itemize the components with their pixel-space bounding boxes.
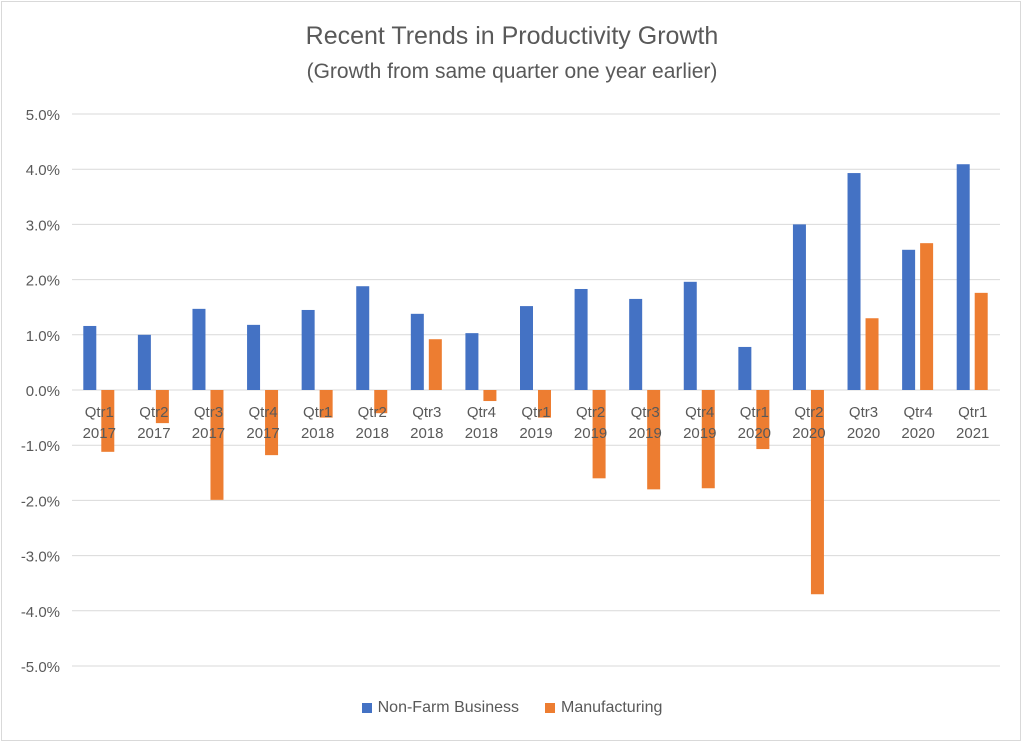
x-tick-label: 2020 <box>847 425 880 442</box>
y-tick-label: -2.0% <box>21 493 60 510</box>
legend: Non-Farm Business Manufacturing <box>0 699 1024 717</box>
y-tick-label: 0.0% <box>26 383 60 400</box>
x-tick-label: Qtr2 <box>576 404 605 421</box>
bar-nonfarm <box>247 324 261 390</box>
x-tick-label: 2017 <box>83 425 116 442</box>
x-tick-label: Qtr4 <box>685 404 714 421</box>
bar-nonfarm <box>137 334 151 390</box>
bar-manufacturing <box>155 390 169 424</box>
y-tick-label: -4.0% <box>21 604 60 621</box>
legend-label-nonfarm: Non-Farm Business <box>377 699 519 716</box>
bar-nonfarm <box>683 281 697 390</box>
y-tick-label: -5.0% <box>21 659 60 676</box>
x-tick-label: Qtr3 <box>849 404 878 421</box>
x-tick-label: 2019 <box>683 425 716 442</box>
x-tick-label: Qtr2 <box>794 404 823 421</box>
chart-title: Recent Trends in Productivity Growth <box>305 22 719 50</box>
y-tick-label: 1.0% <box>26 328 60 345</box>
x-tick-label: Qtr3 <box>194 404 223 421</box>
legend-label-manufacturing: Manufacturing <box>560 699 663 716</box>
bar-nonfarm <box>792 224 806 390</box>
x-tick-label: 2019 <box>574 425 607 442</box>
x-tick-label: 2018 <box>356 425 389 442</box>
x-tick-label: 2020 <box>738 425 771 442</box>
bar-nonfarm <box>847 173 861 390</box>
bar-manufacturing <box>319 390 333 418</box>
bar-manufacturing <box>428 339 442 390</box>
legend-swatch-manufacturing <box>544 703 555 713</box>
chart-subtitle: (Growth from same quarter one year earli… <box>306 60 718 83</box>
x-tick-label: 2017 <box>246 425 279 442</box>
x-tick-label: 2017 <box>137 425 170 442</box>
x-tick-label: Qtr3 <box>631 404 660 421</box>
bar-nonfarm <box>192 308 206 390</box>
x-tick-label: 2019 <box>628 425 661 442</box>
x-tick-label: Qtr1 <box>521 404 550 421</box>
x-tick-label: Qtr1 <box>958 404 987 421</box>
bar-nonfarm <box>738 346 752 390</box>
legend-item-nonfarm: Non-Farm Business <box>361 699 519 717</box>
x-tick-label: Qtr4 <box>248 404 277 421</box>
bar-manufacturing <box>538 390 551 418</box>
x-tick-label: Qtr1 <box>303 404 332 421</box>
bar-manufacturing <box>865 318 879 390</box>
x-tick-label: 2017 <box>192 425 225 442</box>
x-tick-label: 2018 <box>465 425 498 442</box>
bar-manufacturing <box>101 390 115 452</box>
x-tick-label: 2018 <box>410 425 443 442</box>
bar-nonfarm <box>574 288 588 390</box>
bar-nonfarm <box>629 298 643 390</box>
x-tick-label: 2018 <box>301 425 334 442</box>
bar-nonfarm <box>301 309 315 390</box>
bar-manufacturing <box>810 390 824 595</box>
bar-manufacturing <box>592 390 606 479</box>
y-tick-label: 5.0% <box>26 107 60 124</box>
bar-manufacturing <box>920 243 934 390</box>
legend-item-manufacturing: Manufacturing <box>544 699 663 717</box>
bar-nonfarm <box>465 333 479 390</box>
x-tick-label: 2019 <box>519 425 552 442</box>
bar-manufacturing <box>756 390 770 450</box>
bar-manufacturing <box>374 390 388 414</box>
bar-manufacturing <box>974 292 988 390</box>
bar-manufacturing <box>701 390 715 489</box>
bar-manufacturing <box>483 390 497 402</box>
bar-nonfarm <box>410 313 424 390</box>
bar-nonfarm <box>902 249 916 390</box>
bar-nonfarm <box>956 164 970 390</box>
bar-nonfarm <box>520 306 533 390</box>
x-tick-label: Qtr2 <box>358 404 387 421</box>
x-tick-label: 2020 <box>901 425 934 442</box>
bar-nonfarm <box>356 286 370 390</box>
x-tick-label: Qtr4 <box>467 404 496 421</box>
y-tick-label: -1.0% <box>21 438 60 455</box>
y-tick-label: 3.0% <box>26 217 60 234</box>
x-tick-label: Qtr4 <box>904 404 933 421</box>
y-tick-label: 2.0% <box>26 273 60 290</box>
x-tick-label: Qtr1 <box>740 404 769 421</box>
bar-manufacturing <box>647 390 661 490</box>
bar-manufacturing <box>210 390 224 500</box>
x-tick-label: Qtr2 <box>139 404 168 421</box>
x-tick-label: 2021 <box>956 425 989 442</box>
y-tick-label: 4.0% <box>26 162 60 179</box>
legend-swatch-nonfarm <box>361 703 372 713</box>
y-tick-label: -3.0% <box>21 549 60 566</box>
bar-nonfarm <box>83 325 97 390</box>
bar-manufacturing <box>265 390 279 456</box>
x-tick-label: 2020 <box>792 425 825 442</box>
x-tick-label: Qtr1 <box>85 404 114 421</box>
x-tick-label: Qtr3 <box>412 404 441 421</box>
